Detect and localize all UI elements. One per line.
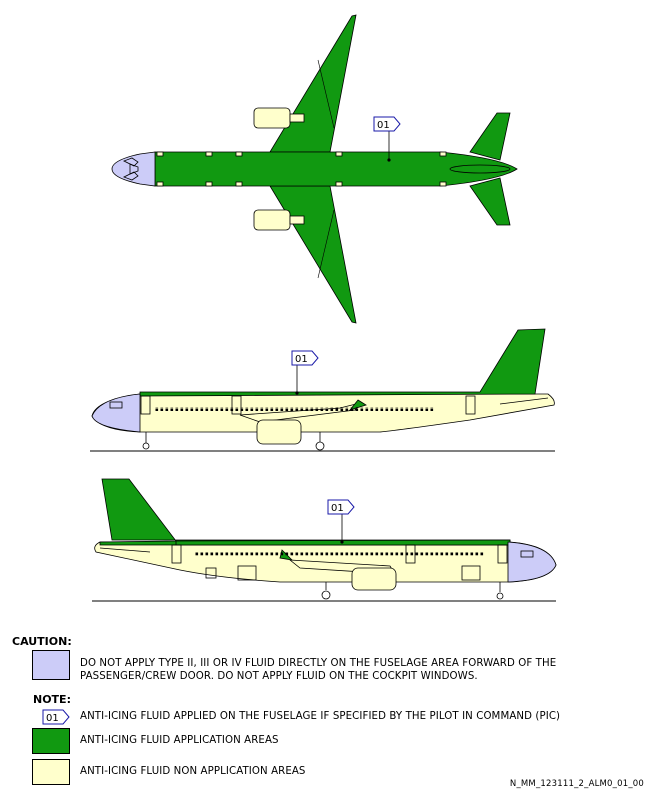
top-view-tag: 01 — [373, 116, 401, 162]
engine-lower — [253, 209, 305, 231]
tag-label: 01 — [377, 120, 390, 131]
note-tag-text: ANTI-ICING FLUID APPLIED ON THE FUSELAGE… — [80, 711, 561, 722]
non-application-area-text: ANTI-ICING FLUID NON APPLICATION AREAS — [80, 766, 306, 777]
side-view-left-tag: 01 — [291, 350, 319, 395]
aircraft-anti-icing-diagram: 01 01 — [90, 14, 557, 602]
non-application-area-swatch — [32, 759, 70, 785]
caution-swatch — [32, 650, 70, 680]
tag-label: 01 — [331, 503, 344, 514]
document-reference-id: N_MM_123111_2_ALM0_01_00 — [509, 779, 644, 789]
application-area-text: ANTI-ICING FLUID APPLICATION AREAS — [80, 735, 279, 746]
note-tag-label: 01 — [46, 713, 59, 724]
side-view-right-tag: 01 — [327, 499, 355, 544]
cabin-windows-left-view — [154, 407, 434, 411]
caution-title: CAUTION: — [12, 635, 72, 648]
tag-label: 01 — [295, 354, 308, 365]
engine-upper — [253, 107, 305, 129]
cabin-windows-right-view — [195, 552, 485, 556]
top-view-aircraft — [111, 14, 518, 324]
caution-text: DO NOT APPLY TYPE II, III OR IV FLUID DI… — [80, 658, 557, 682]
note-tag-icon: 01 — [42, 709, 70, 725]
side-view-right — [92, 478, 557, 602]
application-area-swatch — [32, 728, 70, 754]
side-view-left — [90, 328, 555, 452]
note-title: NOTE: — [33, 693, 71, 706]
